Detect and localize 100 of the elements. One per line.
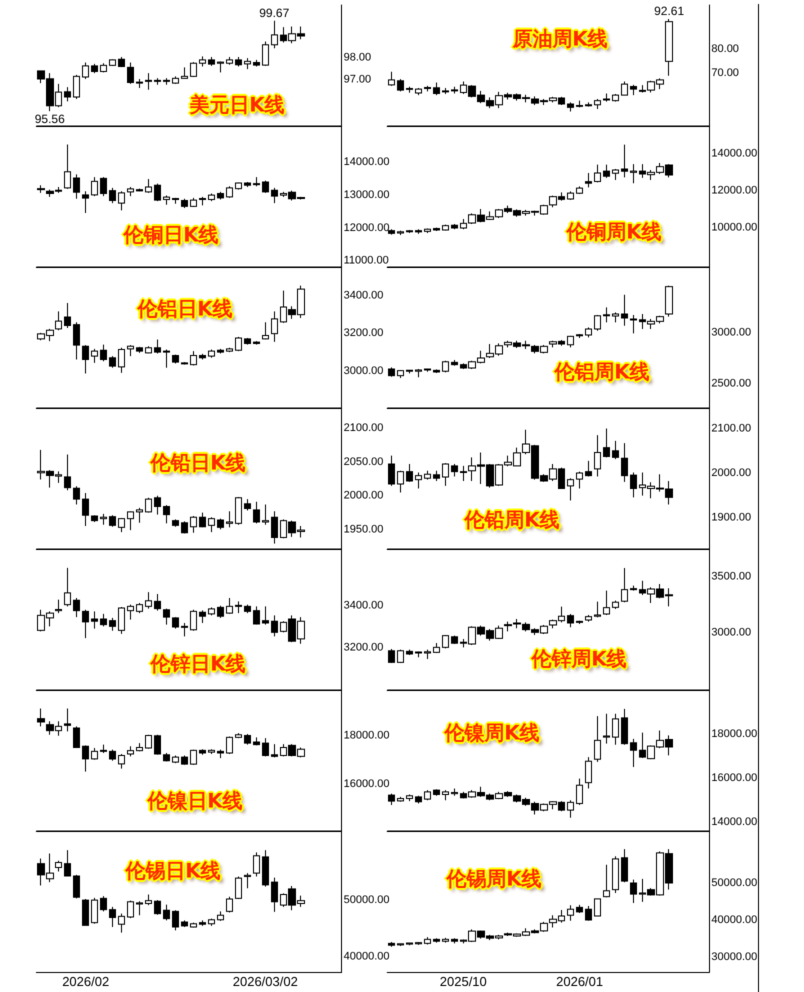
candlestick bbox=[603, 864, 610, 898]
candlestick bbox=[136, 78, 143, 89]
candlestick bbox=[73, 597, 80, 618]
candlestick bbox=[621, 144, 628, 178]
candlestick bbox=[585, 326, 592, 338]
candlestick bbox=[442, 87, 449, 94]
candlestick bbox=[64, 708, 71, 732]
candlestick bbox=[64, 144, 71, 190]
candlestick bbox=[397, 369, 404, 379]
candlestick bbox=[424, 368, 431, 372]
candlestick bbox=[262, 180, 269, 194]
y-tick-label: 70.00 bbox=[711, 67, 739, 80]
candlestick bbox=[73, 486, 80, 505]
candlestick bbox=[208, 348, 215, 358]
candlestick bbox=[217, 605, 224, 618]
candlestick bbox=[172, 754, 179, 764]
candlestick bbox=[271, 20, 278, 49]
candlestick bbox=[217, 191, 224, 200]
candlestick bbox=[406, 942, 413, 946]
candlestick bbox=[388, 941, 395, 948]
candlestick bbox=[603, 713, 610, 744]
candlestick bbox=[244, 872, 251, 889]
candlestick bbox=[172, 76, 179, 84]
candlestick bbox=[576, 620, 583, 625]
candlestick bbox=[594, 164, 601, 183]
candlestick bbox=[190, 749, 197, 766]
candlestick bbox=[244, 604, 251, 614]
candlestick bbox=[118, 517, 125, 533]
candlestick bbox=[199, 748, 206, 756]
candlestick bbox=[226, 347, 233, 353]
candlestick bbox=[621, 848, 628, 883]
candlestick bbox=[37, 708, 45, 727]
candlestick bbox=[190, 922, 197, 928]
candlestick bbox=[64, 850, 71, 877]
candlestick bbox=[64, 567, 71, 607]
y-tick-label: 2000.00 bbox=[711, 466, 752, 479]
candlestick bbox=[612, 93, 619, 102]
candlestick bbox=[442, 224, 449, 232]
candlestick bbox=[415, 650, 422, 658]
candlestick bbox=[235, 496, 242, 526]
candlestick bbox=[91, 63, 98, 74]
candlestick bbox=[433, 227, 440, 232]
candlestick bbox=[253, 340, 260, 346]
candlestick bbox=[630, 585, 637, 592]
candlestick bbox=[100, 62, 107, 73]
candlestick bbox=[82, 609, 89, 639]
candlestick bbox=[397, 78, 404, 92]
candlestick bbox=[73, 874, 80, 899]
candlestick bbox=[585, 905, 592, 922]
candlestick bbox=[199, 920, 206, 926]
candlestick bbox=[190, 197, 197, 208]
candlestick bbox=[406, 86, 413, 94]
candlestick bbox=[190, 515, 197, 534]
candlestick bbox=[208, 56, 215, 66]
y-tick-label: 3400.00 bbox=[344, 599, 384, 612]
candlestick bbox=[603, 92, 610, 102]
candlestick bbox=[388, 366, 395, 378]
y-tick-label: 3000.00 bbox=[344, 364, 384, 377]
y-tick-label: 3200.00 bbox=[344, 641, 384, 654]
candlestick bbox=[181, 198, 188, 209]
candlestick bbox=[199, 196, 206, 206]
candlestick bbox=[388, 648, 395, 664]
candlestick bbox=[127, 900, 134, 919]
candlestick bbox=[190, 62, 197, 78]
candlestick bbox=[226, 186, 233, 198]
annotation: 99.67 bbox=[259, 6, 290, 20]
candlestick bbox=[442, 360, 449, 373]
y-tick-label: 80.00 bbox=[711, 43, 739, 56]
candlestick bbox=[603, 306, 610, 323]
text: 伦锡日K线 bbox=[125, 858, 221, 884]
candlestick bbox=[199, 512, 206, 528]
candlestick bbox=[433, 82, 440, 96]
candlestick bbox=[665, 285, 673, 318]
candlestick bbox=[594, 314, 601, 332]
candlestick bbox=[442, 790, 449, 801]
candlestick bbox=[145, 894, 152, 906]
candlestick bbox=[100, 513, 107, 526]
candlestick bbox=[208, 748, 215, 755]
candlestick bbox=[262, 738, 269, 757]
candlestick bbox=[82, 744, 89, 772]
candlestick bbox=[118, 754, 125, 770]
candlestick bbox=[451, 223, 458, 230]
text: 原油周K线 bbox=[512, 26, 608, 52]
candlestick bbox=[451, 788, 458, 796]
candlestick bbox=[226, 56, 233, 66]
candlestick bbox=[388, 71, 395, 86]
candlestick bbox=[199, 353, 206, 360]
candlestick bbox=[235, 182, 242, 190]
candlestick bbox=[253, 852, 260, 877]
candlestick bbox=[415, 87, 422, 96]
candlestick bbox=[136, 742, 143, 752]
candlestick bbox=[136, 346, 143, 354]
candlestick bbox=[397, 230, 404, 236]
candlestick bbox=[630, 164, 637, 184]
candlestick bbox=[208, 193, 215, 202]
candlestick bbox=[665, 18, 673, 76]
candlestick bbox=[82, 344, 89, 374]
candlestick bbox=[91, 897, 98, 924]
annotation: 95.56 bbox=[34, 112, 65, 126]
candlestick bbox=[82, 62, 89, 80]
